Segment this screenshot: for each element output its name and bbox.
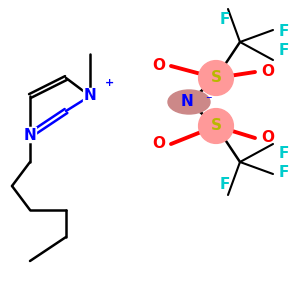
Circle shape [199,109,233,143]
Text: O: O [261,130,274,146]
Text: N: N [84,88,96,104]
Text: N: N [24,128,36,142]
Text: F: F [279,44,290,59]
Text: O: O [261,64,274,80]
Circle shape [199,61,233,95]
Text: ⁻: ⁻ [206,94,212,107]
Text: O: O [152,58,165,74]
Text: F: F [220,12,230,27]
Text: F: F [279,165,290,180]
Text: S: S [211,118,221,134]
Text: F: F [279,146,290,160]
Text: +: + [105,79,114,88]
Text: S: S [211,70,221,86]
Text: O: O [152,136,165,152]
Ellipse shape [168,90,210,114]
Text: F: F [220,177,230,192]
Text: F: F [279,24,290,39]
Text: N: N [181,94,194,110]
